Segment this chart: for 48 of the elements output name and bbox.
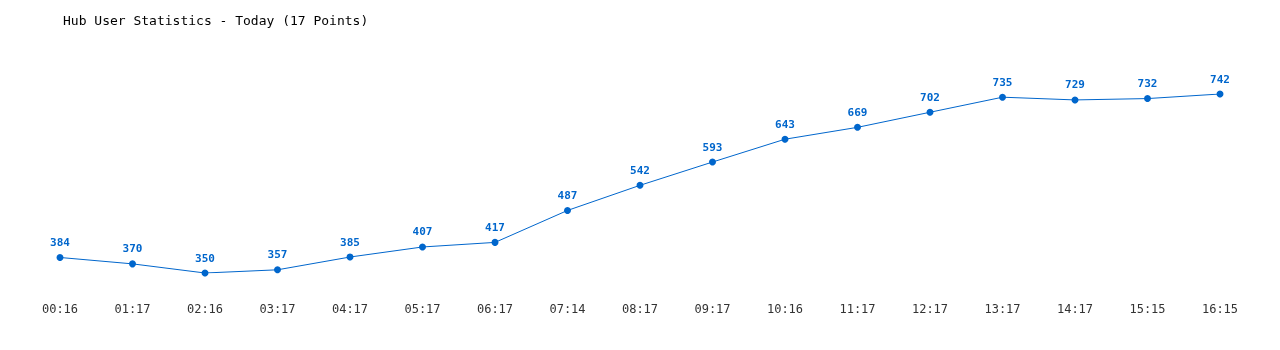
x-tick-label: 15:15 [1129, 302, 1166, 316]
x-tick-label: 11:17 [839, 302, 876, 316]
data-label: 385 [340, 235, 360, 249]
x-tick-label: 02:16 [186, 302, 224, 316]
x-tick-label: 06:17 [476, 302, 514, 316]
data-label: 542 [630, 163, 650, 177]
x-tick-label: 04:17 [331, 302, 369, 316]
x-tick-label: 05:17 [404, 302, 441, 316]
chart-title: Hub User Statistics - Today (17 Points) [63, 13, 369, 28]
point [56, 253, 64, 261]
point [129, 260, 136, 268]
point [491, 238, 499, 246]
data-label: 384 [50, 235, 71, 249]
data-label: 669 [847, 105, 868, 119]
point [854, 123, 861, 131]
data-label: 350 [195, 251, 215, 265]
x-tick-label: 10:16 [766, 302, 804, 316]
data-label: 487 [557, 188, 578, 202]
data-label: 742 [1210, 72, 1230, 86]
data-label: 732 [1137, 77, 1158, 91]
point [926, 108, 934, 116]
data-label: 407 [412, 225, 433, 239]
point [709, 158, 716, 166]
data-label: 735 [992, 75, 1013, 89]
data-label: 729 [1065, 78, 1085, 92]
point [274, 266, 281, 274]
x-tick-label: 12:17 [911, 302, 949, 316]
point [564, 206, 571, 214]
data-label: 357 [267, 248, 288, 262]
x-tick-label: 16:15 [1201, 302, 1239, 316]
data-label: 593 [702, 140, 723, 154]
x-tick-label: 09:17 [694, 302, 731, 316]
x-tick-label: 07:14 [549, 302, 586, 316]
x-tick-label: 08:17 [621, 302, 659, 316]
data-label: 643 [775, 117, 795, 131]
point [1144, 95, 1151, 103]
data-label: 417 [485, 220, 505, 234]
data-label: 702 [920, 90, 940, 104]
x-tick-label: 14:17 [1056, 302, 1094, 316]
point [636, 181, 644, 189]
point [999, 93, 1006, 101]
point [419, 243, 426, 251]
x-tick-label: 13:17 [984, 302, 1021, 316]
x-tick-label: 03:17 [259, 302, 296, 316]
data-label: 370 [122, 242, 143, 256]
x-tick-label: 01:17 [114, 302, 151, 316]
point [781, 135, 789, 143]
x-tick-label: 00:16 [41, 302, 79, 316]
